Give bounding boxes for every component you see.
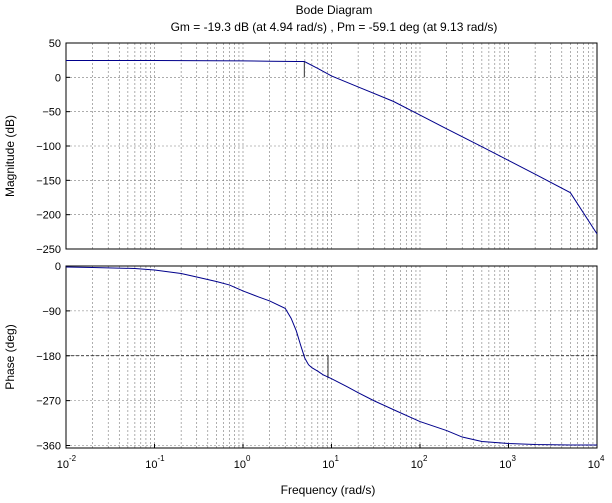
phase-ytick-label: −180 bbox=[36, 351, 61, 363]
phase-axes-box bbox=[65, 265, 598, 449]
phase-ytick-label: −360 bbox=[36, 441, 61, 453]
magnitude-ytick-label: −200 bbox=[36, 210, 61, 222]
magnitude-ytick-label: −150 bbox=[36, 175, 61, 187]
xtick-label-exponent: 2 bbox=[423, 454, 428, 463]
xtick-label: 10 bbox=[588, 459, 600, 471]
chart-title: Bode Diagram bbox=[296, 3, 373, 17]
x-axis-label: Frequency (rad/s) bbox=[281, 483, 376, 497]
phase-response-line bbox=[65, 266, 597, 446]
chart-subtitle: Gm = -19.3 dB (at 4.94 rad/s) , Pm = -59… bbox=[171, 20, 498, 34]
magnitude-ytick-label: 0 bbox=[55, 72, 61, 84]
xtick-label: 10 bbox=[57, 459, 69, 471]
xtick-label-exponent: 0 bbox=[246, 454, 251, 463]
magnitude-ytick-label: −100 bbox=[36, 141, 61, 153]
phase-ylabel: Phase (deg) bbox=[3, 324, 17, 389]
xtick-label: 10 bbox=[322, 459, 334, 471]
magnitude-ytick-label: 50 bbox=[49, 38, 61, 50]
xtick-label-exponent: 1 bbox=[335, 454, 340, 463]
xtick-label: 10 bbox=[234, 459, 246, 471]
xtick-label: 10 bbox=[499, 459, 511, 471]
magnitude-response-line bbox=[66, 60, 598, 235]
xtick-label-exponent: 3 bbox=[512, 454, 517, 463]
magnitude-ytick-label: −250 bbox=[36, 244, 61, 256]
phase-ytick-label: 0 bbox=[55, 261, 61, 273]
xtick-label-exponent: -2 bbox=[69, 454, 77, 463]
xtick-label-exponent: 4 bbox=[600, 454, 605, 463]
xtick-label-exponent: -1 bbox=[158, 454, 166, 463]
xtick-label: 10 bbox=[145, 459, 157, 471]
magnitude-ytick-label: −50 bbox=[42, 107, 61, 119]
magnitude-panel: 50 0 −50 −100 −150 −200 −250 bbox=[36, 38, 598, 256]
phase-ytick-label: −90 bbox=[42, 306, 61, 318]
phase-ytick-label: −270 bbox=[36, 396, 61, 408]
xtick-label: 10 bbox=[411, 459, 423, 471]
magnitude-ylabel: Magnitude (dB) bbox=[3, 115, 17, 197]
